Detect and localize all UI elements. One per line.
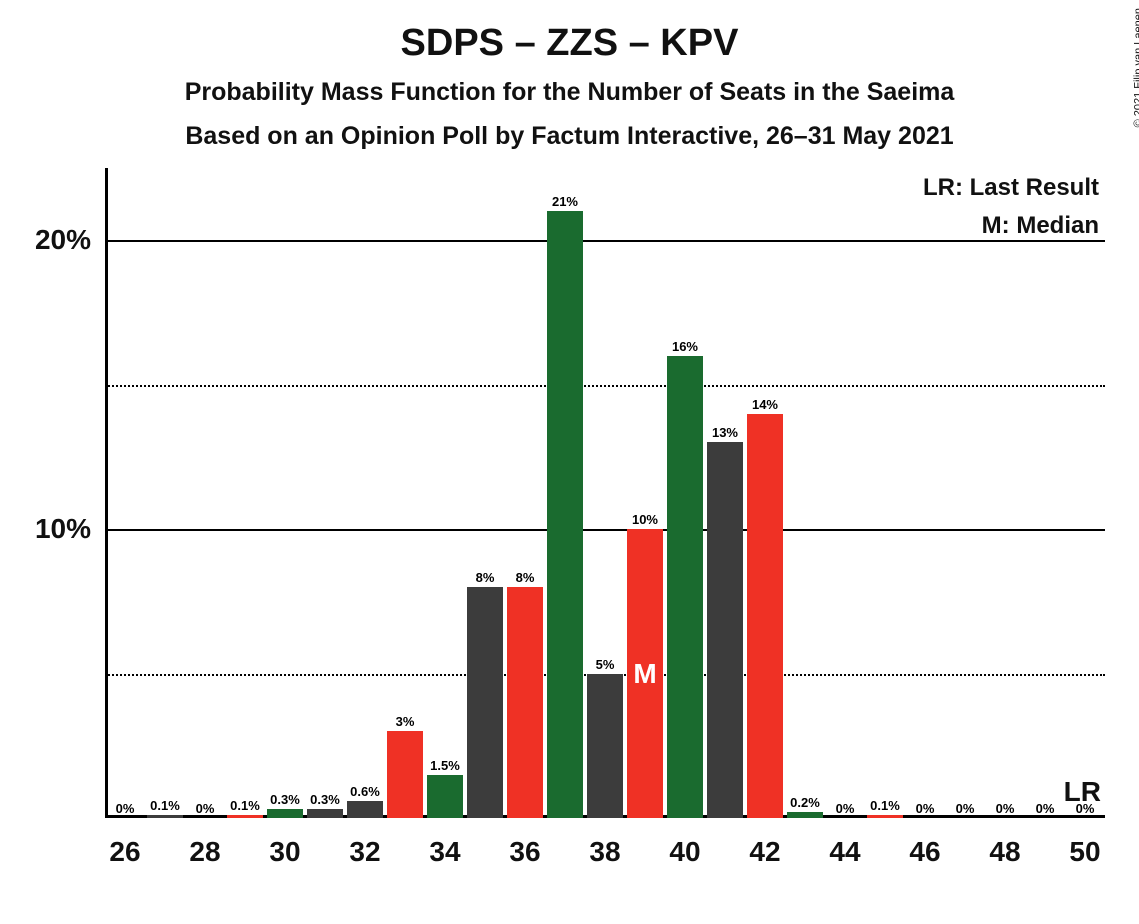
plot-area: 10%20%0%0.1%0%0.1%0.3%0.3%0.6%3%1.5%8%8%… xyxy=(105,168,1105,818)
bar-value-label: 0% xyxy=(996,801,1015,818)
bar-value-label: 0% xyxy=(196,801,215,818)
gridline-major xyxy=(105,529,1105,531)
bar-value-label: 0% xyxy=(916,801,935,818)
bar-value-label: 1.5% xyxy=(430,758,460,775)
y-tick-label: 20% xyxy=(35,224,105,256)
legend-median: M: Median xyxy=(982,212,1099,240)
x-tick-label: 28 xyxy=(189,818,220,868)
x-tick-label: 48 xyxy=(989,818,1020,868)
bar-value-label: 0% xyxy=(836,801,855,818)
bar-value-label: 0% xyxy=(116,801,135,818)
bar-value-label: 16% xyxy=(672,339,698,356)
bar: 5% xyxy=(587,674,622,818)
bar-value-label: 21% xyxy=(552,194,578,211)
legend-lr: LR: Last Result xyxy=(923,174,1099,202)
chart-area: 10%20%0%0.1%0%0.1%0.3%0.3%0.6%3%1.5%8%8%… xyxy=(105,168,1105,818)
bar: 0.1% xyxy=(867,815,902,818)
bar: 10%M xyxy=(627,529,662,818)
x-tick-label: 44 xyxy=(829,818,860,868)
bar: 0.6% xyxy=(347,801,382,818)
bar-value-label: 0% xyxy=(956,801,975,818)
x-tick-label: 30 xyxy=(269,818,300,868)
bar-value-label: 0.2% xyxy=(790,795,820,812)
bar-value-label: 13% xyxy=(712,425,738,442)
x-tick-label: 46 xyxy=(909,818,940,868)
bar: 0.3% xyxy=(267,809,302,818)
chart-subtitle-2: Based on an Opinion Poll by Factum Inter… xyxy=(0,122,1139,151)
bar: 0.2% xyxy=(787,812,822,818)
bar: 8% xyxy=(467,587,502,818)
bar: 0.1% xyxy=(147,815,182,818)
chart-title: SDPS – ZZS – KPV xyxy=(0,22,1139,65)
last-result-marker: LR xyxy=(1064,776,1101,808)
bar-value-label: 14% xyxy=(752,397,778,414)
x-tick-label: 40 xyxy=(669,818,700,868)
copyright-text: © 2021 Filip van Laenen xyxy=(1132,8,1139,127)
x-tick-label: 32 xyxy=(349,818,380,868)
x-tick-label: 36 xyxy=(509,818,540,868)
x-tick-label: 26 xyxy=(109,818,140,868)
bar-value-label: 0.1% xyxy=(150,798,180,815)
x-tick-label: 42 xyxy=(749,818,780,868)
bar-value-label: 8% xyxy=(476,570,495,587)
y-tick-label: 10% xyxy=(35,513,105,545)
bar-value-label: 0.3% xyxy=(270,792,300,809)
bar: 13% xyxy=(707,442,742,818)
bar: 0.3% xyxy=(307,809,342,818)
median-marker: M xyxy=(633,658,656,690)
gridline-minor xyxy=(105,385,1105,387)
y-axis xyxy=(105,168,108,818)
x-tick-label: 34 xyxy=(429,818,460,868)
bar-value-label: 8% xyxy=(516,570,535,587)
bar: 14% xyxy=(747,414,782,818)
bar-value-label: 5% xyxy=(596,657,615,674)
bar: 3% xyxy=(387,731,422,818)
bar-value-label: 0.1% xyxy=(230,798,260,815)
bar: 21% xyxy=(547,211,582,818)
bar-value-label: 3% xyxy=(396,714,415,731)
x-tick-label: 38 xyxy=(589,818,620,868)
gridline-major xyxy=(105,240,1105,242)
bar-value-label: 0.3% xyxy=(310,792,340,809)
x-tick-label: 50 xyxy=(1069,818,1100,868)
bar: 0.1% xyxy=(227,815,262,818)
bar-value-label: 10% xyxy=(632,512,658,529)
chart-subtitle-1: Probability Mass Function for the Number… xyxy=(0,78,1139,107)
bar-value-label: 0% xyxy=(1036,801,1055,818)
bar: 16% xyxy=(667,356,702,818)
bar: 1.5% xyxy=(427,775,462,818)
bar-value-label: 0.1% xyxy=(870,798,900,815)
bar: 8% xyxy=(507,587,542,818)
bar-value-label: 0.6% xyxy=(350,784,380,801)
